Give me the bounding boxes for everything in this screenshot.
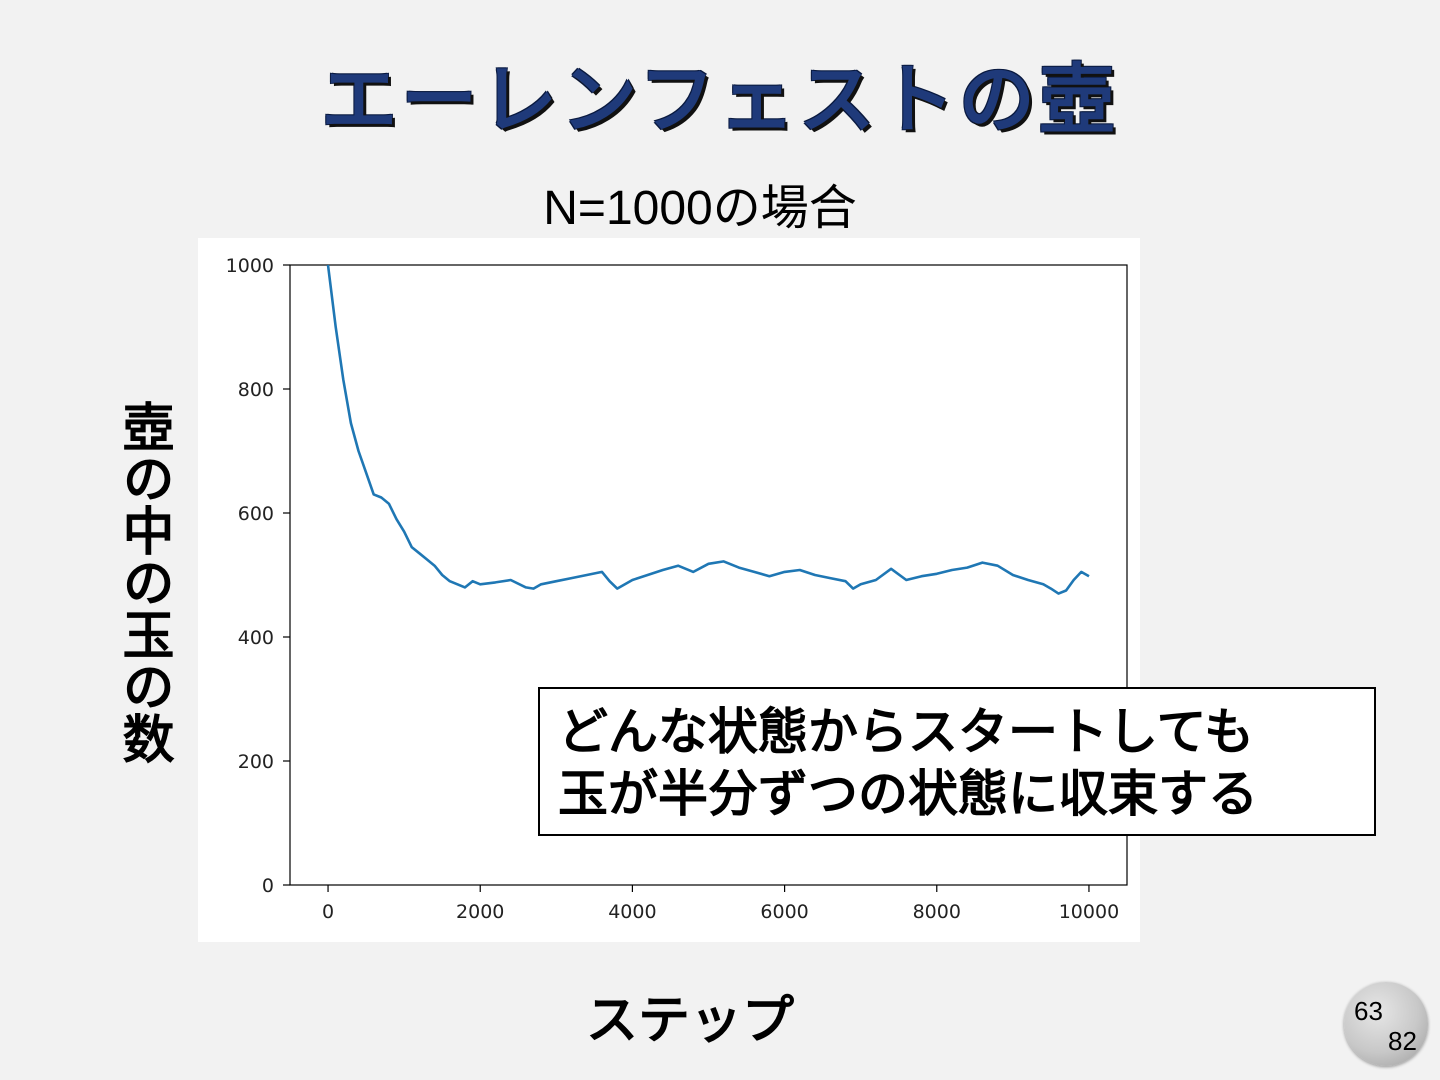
x-tick-label-6000: 6000 [760, 901, 808, 923]
chart-panel: 0 2000 4000 6000 8000 10000 0 200 400 600 800 1000 [198, 238, 1140, 942]
slide-title: エーレンフェストの壺 [321, 55, 1119, 144]
x-tick-label-4000: 4000 [608, 901, 656, 923]
y-tick-label-1000: 1000 [226, 255, 274, 277]
line-chart: 0 2000 4000 6000 8000 10000 0 200 400 600 800 1000 [226, 255, 1128, 923]
y-tick-label-600: 600 [238, 503, 274, 525]
chart-title: N=1000の場合 [543, 182, 857, 235]
callout-line-1: どんな状態からスタートしても [558, 703, 1254, 761]
x-axis-label: ステップ [585, 991, 794, 1051]
y-tick-label-800: 800 [238, 379, 274, 401]
y-axis-label: 壺の中の玉の数 [113, 400, 173, 764]
series-line-0 [326, 264, 1090, 595]
x-tick-label-10000: 10000 [1059, 901, 1119, 923]
plot-frame [289, 264, 1128, 886]
y-tick-label-400: 400 [238, 627, 274, 649]
y-tick-label-200: 200 [238, 751, 274, 773]
x-tick-label-0: 0 [322, 901, 334, 923]
x-tick-label-2000: 2000 [456, 901, 504, 923]
page-total: 82 [1388, 1026, 1417, 1056]
x-tick-label-8000: 8000 [913, 901, 961, 923]
callout-line-2: 玉が半分ずつの状態に収束する [558, 765, 1258, 823]
page-number-badge: 63 82 [1344, 982, 1428, 1066]
page-current: 63 [1354, 996, 1383, 1026]
conclusion-callout: どんな状態からスタートしても 玉が半分ずつの状態に収束する [538, 687, 1376, 836]
y-tick-label-0: 0 [262, 875, 274, 897]
